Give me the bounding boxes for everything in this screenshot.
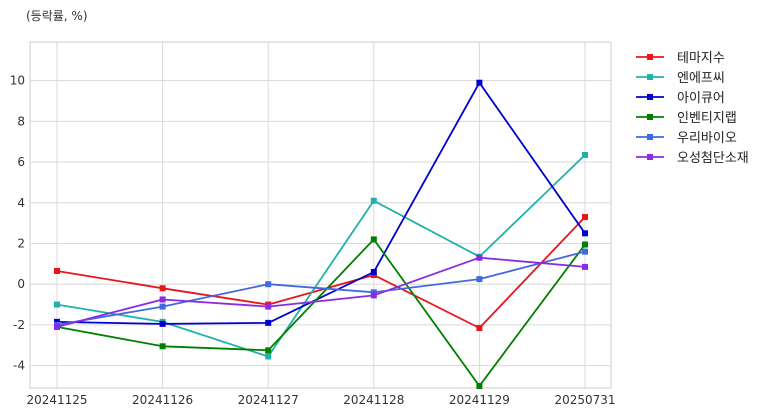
data-point	[54, 318, 60, 325]
series-line	[56, 81, 586, 325]
series-오성첨단소재	[54, 254, 588, 330]
data-point	[54, 301, 60, 308]
y-tick-label: 8	[17, 114, 25, 128]
data-point	[370, 289, 377, 296]
y-tick-label: 4	[17, 196, 25, 210]
data-point	[582, 248, 588, 255]
y-tick-label: 0	[17, 277, 25, 291]
y-tick-label: 10	[10, 74, 25, 88]
y-tick-label: -2	[13, 318, 25, 332]
data-point	[265, 319, 272, 326]
data-point	[582, 241, 588, 248]
data-point	[54, 323, 60, 330]
data-point	[370, 197, 377, 204]
data-point	[265, 303, 272, 310]
series-line	[56, 154, 586, 358]
legend-label: 오성첨단소재	[677, 151, 749, 166]
legend-label: 인벤티지랩	[677, 111, 737, 126]
y-tick-label: 2	[17, 236, 25, 250]
legend-marker	[647, 54, 653, 60]
legend-item: 인벤티지랩	[636, 111, 737, 126]
y-tick-label: 6	[17, 155, 25, 169]
legend-item: 우리바이오	[636, 131, 737, 146]
y-axis: -4 -2 0 2 4 6 8 10	[10, 74, 25, 373]
data-point	[476, 276, 483, 283]
legend-label: 우리바이오	[677, 131, 737, 146]
data-point	[370, 268, 377, 275]
y-tick-label: -4	[13, 359, 25, 373]
legend-item: 오성첨단소재	[636, 151, 749, 166]
gridlines	[30, 42, 611, 388]
data-point	[159, 343, 166, 350]
data-point	[370, 272, 377, 279]
data-point	[265, 347, 272, 354]
data-point	[265, 353, 272, 360]
x-tick-label: 20250731	[554, 393, 615, 407]
data-point	[582, 263, 588, 270]
legend-label: 테마지수	[677, 51, 725, 66]
data-point	[476, 79, 483, 86]
unit-label: (등락률, %)	[26, 9, 88, 23]
series-아이큐어	[54, 79, 588, 327]
data-point	[476, 254, 483, 261]
data-point	[54, 267, 60, 274]
data-point	[370, 292, 377, 299]
series-엔에프씨	[54, 151, 588, 360]
data-point	[159, 303, 166, 310]
legend-marker	[647, 74, 653, 80]
x-axis: 20241125 20241126 20241127 20241128 20241129…	[26, 393, 615, 407]
data-point	[159, 285, 166, 292]
legend-marker	[647, 94, 653, 100]
x-tick-label: 20241128	[343, 393, 404, 407]
data-point	[582, 230, 588, 237]
series-line	[56, 250, 586, 326]
x-tick-label: 20241125	[26, 393, 87, 407]
x-tick-label: 20241129	[449, 393, 510, 407]
legend-label: 아이큐어	[677, 91, 725, 106]
data-point	[265, 281, 272, 288]
legend-item: 엔에프씨	[636, 71, 725, 86]
data-point	[476, 382, 483, 389]
data-point	[582, 151, 588, 158]
data-point	[370, 236, 377, 243]
data-point	[582, 214, 588, 221]
series-line	[56, 238, 586, 387]
legend-marker	[647, 154, 653, 160]
data-point	[476, 324, 483, 331]
plot-area	[29, 41, 612, 389]
legend-marker	[647, 134, 653, 140]
series-line	[56, 216, 586, 329]
legend-marker	[647, 114, 653, 120]
data-point	[159, 320, 166, 327]
series-layer	[54, 79, 588, 389]
x-tick-label: 20241127	[238, 393, 299, 407]
x-tick-label: 20241126	[132, 393, 193, 407]
data-point	[159, 296, 166, 303]
series-line	[56, 256, 586, 328]
legend-item: 아이큐어	[636, 91, 725, 106]
legend-item: 테마지수	[636, 51, 725, 66]
legend-label: 엔에프씨	[677, 71, 725, 86]
